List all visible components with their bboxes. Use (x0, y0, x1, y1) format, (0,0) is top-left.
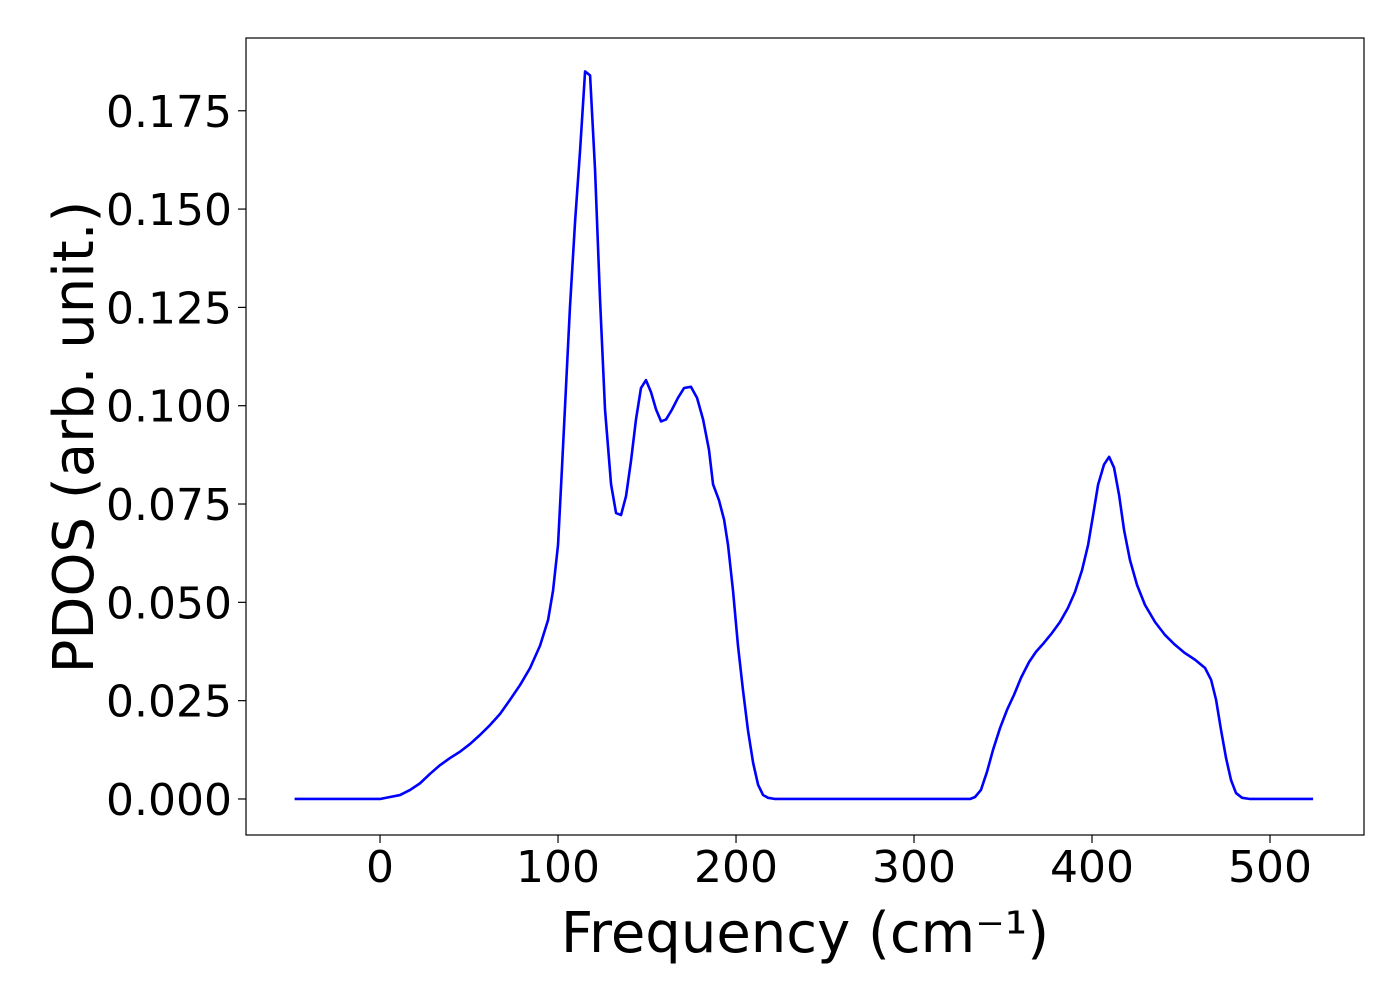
x-tick-label: 300 (872, 842, 956, 893)
x-tick-label: 100 (516, 842, 600, 893)
y-tick-label: 0.000 (106, 775, 232, 826)
y-tick-label: 0.050 (106, 578, 232, 629)
y-axis-label: PDOS (arb. unit.) (42, 201, 107, 674)
y-tick-label: 0.150 (106, 185, 232, 236)
x-axis-label: Frequency (cm⁻¹) (561, 901, 1049, 966)
x-tick-label: 200 (694, 842, 778, 893)
x-tick-label: 0 (366, 842, 394, 893)
y-tick-label: 0.175 (106, 87, 232, 138)
plot-frame (245, 37, 1365, 836)
y-tick-label: 0.125 (106, 283, 232, 334)
y-tick-label: 0.075 (106, 480, 232, 531)
y-tick-label: 0.100 (106, 382, 232, 433)
data-line (294, 70, 1314, 801)
y-tick-label: 0.025 (106, 677, 232, 728)
x-tick-label: 500 (1228, 842, 1312, 893)
x-tick-label: 400 (1050, 842, 1134, 893)
